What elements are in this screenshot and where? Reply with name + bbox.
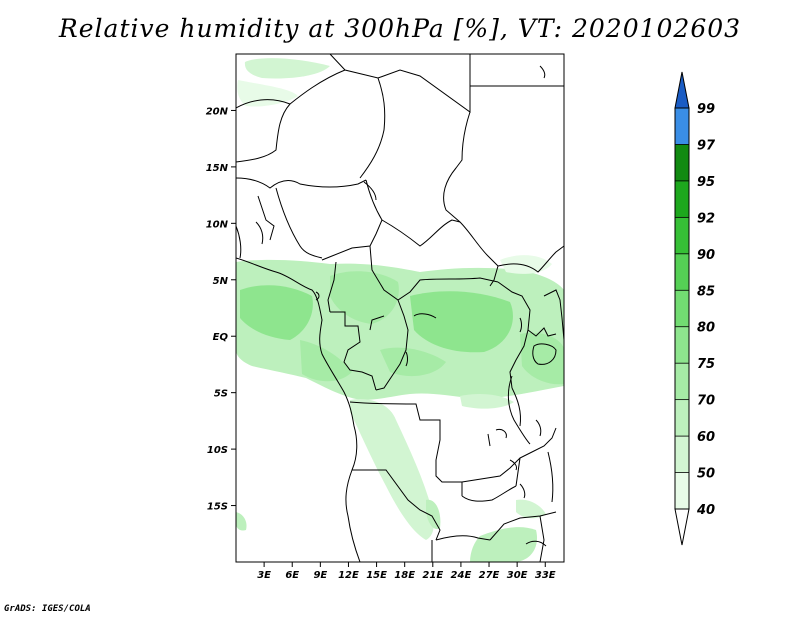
lon-tick-label: 15E xyxy=(366,570,387,581)
humidity-patch-northeast xyxy=(237,80,298,107)
lat-tick-label: 5S xyxy=(214,389,228,400)
lat-tick-label: 20N xyxy=(206,106,229,117)
lat-tick-label: 10S xyxy=(207,445,228,456)
lon-tick-label: 9E xyxy=(313,570,327,581)
colorbar: 40 50 60 70 75 80 85 90 92 95 97 99 xyxy=(674,71,716,546)
humidity-patch-mid-south xyxy=(460,394,514,409)
lon-tick-label: 18E xyxy=(394,570,415,581)
colorbar-segment xyxy=(675,326,689,364)
lake-malawi xyxy=(547,451,554,503)
colorbar-label: 92 xyxy=(697,211,715,226)
lat-tick-label: EQ xyxy=(213,332,229,343)
humidity-patch-south xyxy=(426,499,441,530)
lat-tick-label: 15N xyxy=(206,163,229,174)
coastline xyxy=(236,257,361,562)
colorbar-segment xyxy=(675,399,689,437)
map-title: Relative humidity at 300hPa [%], VT: 202… xyxy=(58,14,742,43)
humidity-patch-north xyxy=(244,58,330,79)
humidity-patch-east-upper xyxy=(500,255,552,274)
lon-tick-label: 27E xyxy=(479,570,500,581)
colorbar-lower-arrow xyxy=(674,508,690,546)
humidity-patch-southeast2 xyxy=(470,527,538,562)
colorbar-label: 97 xyxy=(697,138,716,153)
lon-tick-label: 24E xyxy=(451,570,472,581)
grads-credit: GrADS: IGES/COLA xyxy=(4,604,91,614)
colorbar-label: 90 xyxy=(697,248,715,263)
lat-tick-label: 15S xyxy=(207,502,228,513)
lake-victoria xyxy=(532,343,557,365)
humidity-patch-far-sw xyxy=(236,512,247,531)
humidity-core-central xyxy=(330,271,399,324)
colorbar-label: 80 xyxy=(697,321,715,336)
humidity-patch-lake xyxy=(516,499,546,519)
lake-tanganyika xyxy=(507,375,531,445)
lon-tick-label: 3E xyxy=(257,570,271,581)
colorbar-label: 99 xyxy=(697,102,715,117)
colorbar-label: 95 xyxy=(697,175,715,190)
map-frame xyxy=(235,53,565,563)
humidity-patch-southeast xyxy=(520,332,564,385)
colorbar-label: 75 xyxy=(697,357,715,372)
colorbar-segment xyxy=(675,290,689,327)
country-borders xyxy=(236,54,564,562)
colorbar-label: 70 xyxy=(697,394,715,409)
lon-tick-label: 21E xyxy=(422,570,443,581)
colorbar-segment xyxy=(675,472,689,509)
lon-tick-label: 12E xyxy=(338,570,359,581)
colorbar-segment xyxy=(675,108,689,145)
colorbar-label: 60 xyxy=(697,430,715,445)
colorbar-segment xyxy=(675,436,689,473)
colorbar-segment xyxy=(675,363,689,400)
lat-tick-label: 10N xyxy=(206,219,229,230)
humidity-core-west xyxy=(240,285,313,340)
lon-tick-label: 33E xyxy=(535,570,556,581)
colorbar-label: 50 xyxy=(697,467,715,482)
colorbar-segment xyxy=(675,253,689,291)
lon-tick-label: 6E xyxy=(285,570,299,581)
colorbar-segment xyxy=(675,144,689,181)
latitude-axis: 20N 15N 10N 5N EQ 5S 10S 15S xyxy=(206,106,236,513)
lat-tick-label: 5N xyxy=(213,276,229,287)
longitude-axis: 3E 6E 9E 12E 15E 18E 21E 24E 27E 30E 33E xyxy=(257,562,556,581)
colorbar-segment xyxy=(675,180,689,218)
humidity-core-east xyxy=(410,291,513,353)
lon-tick-label: 30E xyxy=(507,570,528,581)
colorbar-label: 40 xyxy=(696,503,715,518)
colorbar-upper-arrow xyxy=(674,71,690,109)
colorbar-label: 85 xyxy=(697,284,715,299)
colorbar-segment xyxy=(675,217,689,254)
